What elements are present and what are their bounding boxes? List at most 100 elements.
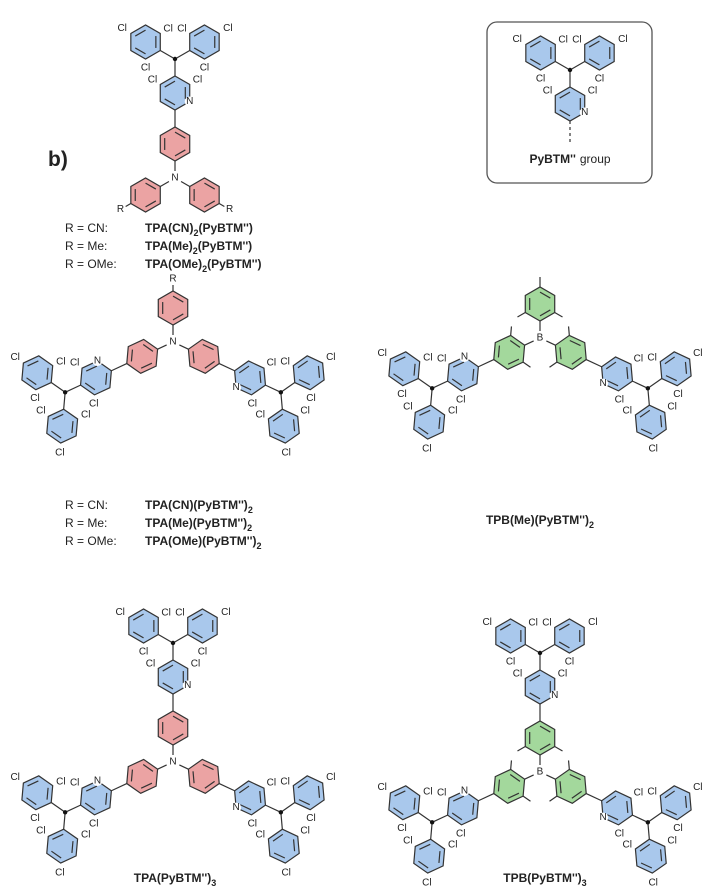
atom-label: Cl <box>326 352 335 363</box>
atom-label: Cl <box>198 647 207 658</box>
atom-label: N <box>232 802 239 813</box>
atom-label: N <box>581 107 588 118</box>
bond <box>525 775 534 779</box>
atom-label: N <box>599 812 606 823</box>
atom-label: Cl <box>482 617 491 628</box>
atom-label: B <box>537 767 544 778</box>
atom-label: Cl <box>248 818 257 829</box>
atom-label: Cl <box>397 823 406 834</box>
name-part: TPA(OMe) <box>145 257 202 271</box>
bond <box>550 362 557 367</box>
bond <box>648 813 662 823</box>
atom-label: Cl <box>146 659 155 670</box>
atom-label: Cl <box>615 394 624 405</box>
radical-dot <box>173 57 177 61</box>
bond <box>432 381 447 388</box>
bond <box>179 345 188 349</box>
compound-name: TPA(CN)(PyBTM'')2 <box>145 498 253 515</box>
atom-label: Cl <box>200 63 209 74</box>
bond <box>648 379 662 389</box>
atom-label: N <box>94 355 101 366</box>
atom-label: Cl <box>437 788 446 799</box>
atom-label: Cl <box>148 75 157 86</box>
atom-label: Cl <box>423 352 432 363</box>
atom-label: Cl <box>30 393 39 404</box>
group-label: PyBTM''group <box>529 152 610 166</box>
atom-label: Cl <box>506 657 515 668</box>
bond <box>569 760 570 769</box>
atom-label: Cl <box>256 830 265 841</box>
bond <box>173 635 188 644</box>
substituent-label: R = OMe: <box>65 534 117 548</box>
radical-dot <box>568 68 572 72</box>
bond <box>65 805 80 812</box>
bond <box>160 51 175 60</box>
atom-label: Cl <box>377 782 386 793</box>
radical-dot <box>646 820 650 824</box>
subscript: 3 <box>582 878 587 888</box>
substituent-label: R = Me: <box>65 516 107 530</box>
atom-label: Cl <box>56 356 65 367</box>
atom-label: Cl <box>423 786 432 797</box>
bond <box>418 813 432 823</box>
bond <box>64 392 65 409</box>
bond <box>569 326 570 335</box>
atom-label: N <box>461 785 468 796</box>
name-part: TPA(OMe)(PyBTM'') <box>145 534 256 548</box>
atom-label: N <box>169 337 176 348</box>
atom-label: Cl <box>634 788 643 799</box>
bond <box>418 379 432 389</box>
atom-label: N <box>186 96 193 107</box>
bond <box>219 204 224 207</box>
atom-label: Cl <box>565 657 574 668</box>
bond <box>175 51 190 60</box>
subscript: 2 <box>248 505 253 515</box>
atom-label: N <box>94 775 101 786</box>
atom-label: Cl <box>615 828 624 839</box>
substituent-label: R = CN: <box>65 221 108 235</box>
atom-label: Cl <box>634 354 643 365</box>
atom-label: N <box>171 173 178 184</box>
bond <box>540 645 555 654</box>
atom-label: Cl <box>403 402 412 413</box>
radical-dot <box>279 390 283 394</box>
atom-label: Cl <box>256 410 265 421</box>
atom-label: Cl <box>623 840 632 851</box>
panel-label: b) <box>48 148 68 171</box>
atom-label: Cl <box>300 826 309 837</box>
atom-label: Cl <box>70 358 79 369</box>
radical-dot <box>646 386 650 390</box>
atom-label: Cl <box>618 34 627 45</box>
atom-label: Cl <box>623 406 632 417</box>
bond <box>555 747 563 752</box>
atom-label: N <box>461 351 468 362</box>
atom-label: B <box>537 333 544 344</box>
compound-name: TPA(Me)2(PyBTM'') <box>145 239 252 256</box>
bond <box>181 182 190 187</box>
atom-label: Cl <box>456 394 465 405</box>
atom-label: Cl <box>139 647 148 658</box>
atom-label: Cl <box>448 840 457 851</box>
bond <box>64 812 65 829</box>
atom-label: Cl <box>141 63 150 74</box>
group-suffix: group <box>580 152 611 166</box>
compound-name: TPA(CN)2(PyBTM'') <box>145 221 253 238</box>
bond <box>550 796 557 801</box>
atom-label: Cl <box>175 608 184 619</box>
radical-dot <box>63 390 67 394</box>
name-part: TPA(CN)(PyBTM'') <box>145 498 248 512</box>
atom-label: Cl <box>377 348 386 359</box>
atom-label: Cl <box>10 352 19 363</box>
compound-name: TPA(Me)(PyBTM'')2 <box>145 516 252 533</box>
bond <box>160 182 169 187</box>
atom-label: Cl <box>267 358 276 369</box>
atom-label: Cl <box>163 24 172 35</box>
name-part: (PyBTM'') <box>198 239 252 253</box>
atom-label: Cl <box>397 389 406 400</box>
atom-label: Cl <box>693 348 702 359</box>
atom-label: Cl <box>248 398 257 409</box>
atom-label: N <box>169 757 176 768</box>
figure: b) PyBTM''group NClClNClClClClClClRRClCl… <box>0 0 723 889</box>
radical-dot <box>430 386 434 390</box>
bond <box>158 635 173 644</box>
